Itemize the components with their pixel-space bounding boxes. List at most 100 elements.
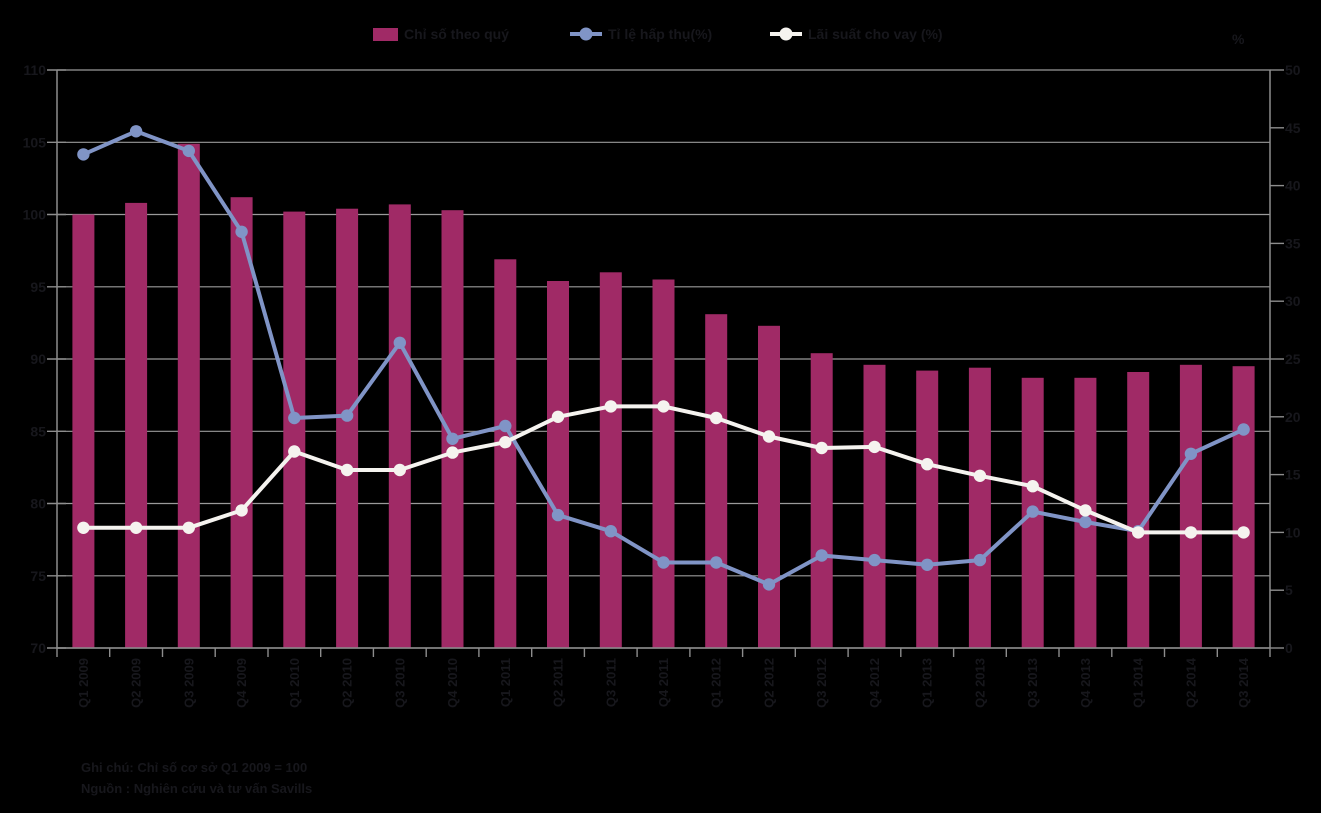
data-point-marker — [1079, 504, 1092, 517]
x-axis-label: Q3 2012 — [814, 658, 829, 708]
x-axis-label: Q4 2009 — [234, 658, 249, 708]
legend-item-lending-rate: Lãi suất cho vay (%) — [770, 26, 943, 42]
data-point-marker — [393, 336, 406, 349]
data-point-marker — [973, 553, 987, 567]
data-point-marker — [1184, 447, 1198, 460]
data-point-marker — [182, 144, 195, 158]
data-point-marker — [604, 525, 617, 538]
data-point-marker — [499, 419, 512, 433]
left-axis-label: 100 — [23, 207, 47, 223]
x-axis-label: Q1 2014 — [1131, 657, 1146, 708]
x-axis-label: Q4 2013 — [1078, 658, 1093, 708]
bar-Q1-2009 — [72, 214, 95, 648]
bar-Q4-2010 — [441, 210, 464, 648]
right-axis-label: 10 — [1285, 524, 1301, 540]
bar-Q3-2009 — [177, 143, 200, 648]
left-axis-label: 70 — [30, 640, 46, 656]
x-axis-label: Q3 2009 — [181, 658, 196, 708]
x-axis-label: Q1 2012 — [709, 658, 724, 708]
right-axis-label: 30 — [1285, 293, 1301, 309]
bar-swatch-icon — [373, 27, 398, 41]
bar-Q3-2012 — [810, 353, 833, 648]
footnote-note: Ghi chú: Chỉ số cơ sở Q1 2009 = 100 — [81, 760, 308, 775]
data-point-marker — [921, 458, 934, 471]
data-point-marker — [77, 148, 90, 161]
left-axis-label: 105 — [23, 134, 47, 150]
data-point-marker — [340, 463, 354, 477]
data-point-marker — [657, 556, 670, 569]
data-point-marker — [340, 409, 354, 422]
data-point-marker — [921, 558, 934, 571]
line-marker-swatch-icon — [770, 27, 802, 41]
left-axis-label: 90 — [30, 351, 46, 367]
right-axis-label: 50 — [1285, 62, 1301, 78]
left-axis-label: 110 — [23, 62, 46, 78]
bar-Q2-2011 — [547, 281, 569, 648]
data-point-marker — [551, 410, 565, 423]
data-point-marker — [1026, 505, 1039, 518]
data-point-marker — [762, 430, 776, 443]
data-point-marker — [815, 441, 828, 455]
data-point-marker — [710, 556, 723, 569]
legend-item-quarterly-index: Chỉ số theo quý — [373, 26, 509, 42]
data-point-marker — [77, 521, 90, 534]
legend-item-absorption-rate: Tỉ lệ hấp thụ(%) — [570, 26, 712, 42]
bar-Q1-2011 — [494, 259, 517, 648]
right-axis-label: 5 — [1285, 582, 1293, 598]
right-axis-label: 40 — [1285, 178, 1301, 194]
data-point-marker — [288, 445, 301, 458]
x-axis-label: Q1 2010 — [287, 658, 302, 708]
dot-marker-icon — [579, 27, 593, 41]
legend-label-lending-rate: Lãi suất cho vay (%) — [808, 26, 943, 42]
bar-Q4-2009 — [230, 197, 253, 648]
bar-Q4-2012 — [863, 364, 886, 648]
bar-Q3-2014 — [1232, 366, 1255, 648]
legend-label-absorption-rate: Tỉ lệ hấp thụ(%) — [608, 26, 713, 42]
data-point-marker — [393, 463, 406, 477]
x-axis-label: Q1 2011 — [498, 658, 513, 707]
right-axis-label: 20 — [1285, 409, 1301, 425]
bar-Q4-2011 — [652, 279, 675, 648]
x-axis-label: Q2 2009 — [129, 658, 144, 708]
bar-Q1-2010 — [283, 211, 306, 648]
right-axis-label: 25 — [1285, 351, 1301, 367]
data-point-marker — [288, 411, 301, 425]
data-point-marker — [657, 400, 670, 413]
data-point-marker — [1237, 423, 1250, 436]
x-axis-label: Q2 2012 — [762, 658, 777, 708]
x-axis-label: Q4 2011 — [656, 658, 671, 707]
data-point-marker — [446, 432, 459, 445]
data-point-marker — [551, 508, 565, 522]
right-axis-label: 35 — [1285, 235, 1301, 251]
data-point-marker — [446, 446, 459, 459]
bar-Q3-2011 — [599, 272, 622, 648]
bar-Q2-2013 — [968, 367, 991, 648]
bar-Q3-2010 — [388, 204, 411, 648]
x-axis-label: Q1 2009 — [76, 658, 91, 708]
bar-Q2-2010 — [336, 208, 359, 648]
x-axis-label: Q3 2013 — [1025, 658, 1040, 708]
bar-Q2-2012 — [758, 325, 780, 648]
data-point-marker — [1237, 526, 1250, 539]
left-axis-label: 85 — [30, 423, 46, 439]
data-point-marker — [235, 225, 248, 238]
left-axis-label: 95 — [30, 279, 46, 295]
data-point-marker — [710, 411, 723, 425]
x-axis-label: Q2 2013 — [972, 658, 987, 708]
legend-label-quarterly-index: Chỉ số theo quý — [404, 26, 509, 42]
data-point-marker — [129, 521, 143, 534]
right-axis-label: 45 — [1285, 120, 1301, 136]
bar-Q1-2014 — [1127, 372, 1150, 648]
data-point-marker — [762, 578, 776, 591]
bar-Q2-2014 — [1179, 364, 1202, 648]
right-axis-unit-label: % — [1232, 31, 1245, 47]
bar-Q1-2013 — [916, 370, 939, 648]
x-axis-label: Q3 2010 — [392, 658, 407, 708]
x-axis-label: Q4 2012 — [867, 658, 882, 708]
data-point-marker — [815, 549, 828, 562]
data-point-marker — [129, 125, 143, 138]
data-point-marker — [868, 440, 881, 454]
data-point-marker — [868, 553, 881, 567]
